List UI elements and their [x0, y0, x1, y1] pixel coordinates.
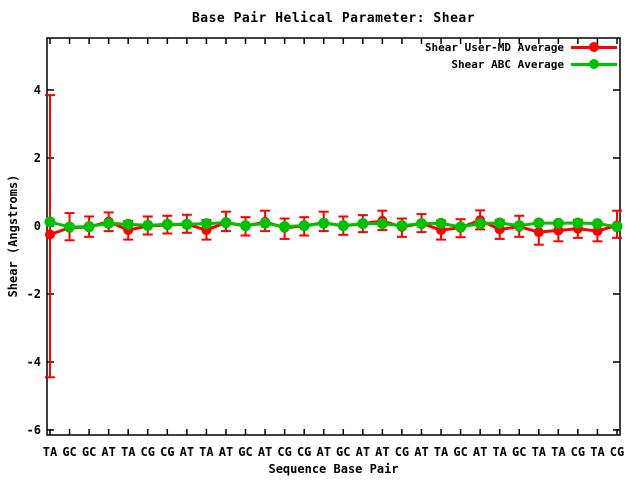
legend-sample-abc: [571, 58, 617, 70]
abc-data-point: [318, 217, 330, 229]
x-tick-label: AT: [375, 445, 389, 459]
x-tick-label: CG: [571, 445, 585, 459]
x-tick-label: CG: [395, 445, 409, 459]
x-tick-label: AT: [101, 445, 115, 459]
x-tick-label: TA: [492, 445, 507, 459]
abc-data-point: [415, 218, 427, 230]
x-tick-label: AT: [414, 445, 428, 459]
plot-frame: [46, 37, 621, 436]
x-tick-label: CG: [160, 445, 174, 459]
abc-data-point: [122, 218, 134, 230]
abc-data-point: [455, 221, 467, 233]
abc-data-point: [591, 218, 603, 230]
abc-data-point: [298, 220, 310, 232]
x-tick-label: AT: [316, 445, 330, 459]
x-tick-label: GC: [82, 445, 96, 459]
x-tick-label: GC: [238, 445, 252, 459]
legend-label-abc: Shear ABC Average: [451, 57, 564, 71]
abc-data-point: [552, 217, 564, 229]
x-tick-label: AT: [473, 445, 487, 459]
abc-data-point: [611, 221, 623, 233]
x-tick-label: GC: [62, 445, 76, 459]
y-tick-label: -4: [27, 355, 41, 369]
abc-data-point: [83, 221, 95, 233]
legend-entry-user-md: Shear User-MD Average: [425, 40, 617, 54]
abc-data-point: [142, 219, 154, 231]
abc-data-point: [64, 221, 76, 233]
abc-data-point: [44, 216, 56, 228]
abc-series-line: [49, 220, 618, 229]
y-tick-label: -6: [27, 423, 41, 437]
green-point-swatch: [589, 59, 599, 69]
x-tick-label: AT: [219, 445, 233, 459]
abc-data-point: [103, 217, 115, 229]
user-md-data-point: [45, 229, 55, 240]
y-tick-label: -2: [27, 287, 41, 301]
x-tick-label: TA: [121, 445, 136, 459]
abc-data-point: [181, 218, 193, 230]
x-tick-label: CG: [610, 445, 624, 459]
abc-data-point: [494, 217, 506, 229]
user-md-data-point: [592, 226, 603, 237]
y-tick-label: 4: [34, 83, 41, 97]
abc-data-point: [376, 218, 388, 230]
abc-data-point: [357, 218, 369, 230]
abc-data-point: [337, 220, 349, 232]
x-tick-label: GC: [453, 445, 467, 459]
abc-data-point: [513, 220, 525, 232]
y-axis-label: Shear (Angstroms): [6, 174, 20, 298]
abc-data-point: [220, 217, 232, 229]
x-tick-label: AT: [180, 445, 194, 459]
user-md-series-line: [49, 218, 618, 236]
x-tick-label: TA: [590, 445, 605, 459]
x-tick-label: TA: [199, 445, 214, 459]
x-tick-label: CG: [297, 445, 311, 459]
legend-entry-abc: Shear ABC Average: [451, 57, 617, 71]
legend-label-user-md: Shear User-MD Average: [424, 40, 564, 54]
user-md-data-point: [533, 227, 544, 238]
x-tick-label: AT: [356, 445, 370, 459]
y-tick-label: 2: [34, 151, 41, 165]
x-tick-label: TA: [532, 445, 547, 459]
x-tick-label: TA: [434, 445, 449, 459]
x-tick-label: CG: [141, 445, 155, 459]
x-axis-label: Sequence Base Pair: [268, 462, 399, 476]
x-tick-label: GC: [512, 445, 526, 459]
y-tick-label: 0: [34, 219, 41, 233]
x-tick-label: TA: [551, 445, 566, 459]
abc-data-point: [435, 217, 447, 229]
x-tick-label: GC: [336, 445, 350, 459]
abc-data-point: [259, 217, 271, 229]
abc-data-point: [474, 218, 486, 230]
x-tick-label: AT: [258, 445, 272, 459]
abc-data-point: [200, 218, 212, 230]
abc-data-point: [533, 217, 545, 229]
chart-title: Base Pair Helical Parameter: Shear: [191, 11, 476, 26]
abc-data-point: [396, 220, 408, 232]
red-point-swatch: [589, 42, 599, 52]
x-tick-label: CG: [277, 445, 291, 459]
legend-sample-user-md: [571, 41, 617, 53]
abc-data-point: [279, 221, 291, 233]
abc-data-point: [161, 218, 173, 230]
abc-data-point: [572, 217, 584, 229]
x-tick-label: TA: [43, 445, 58, 459]
abc-data-point: [240, 220, 252, 232]
